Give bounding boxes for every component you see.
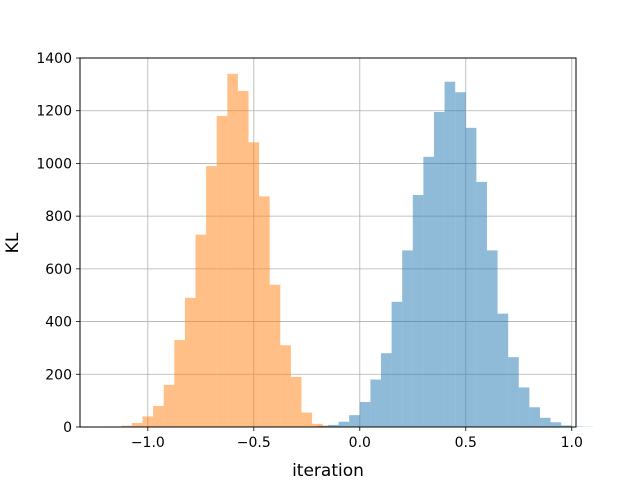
y-axis-ticks: 0 200 400 600 800 1000 1200 1400	[36, 51, 80, 436]
histogram-bar	[561, 425, 572, 427]
y-tick-label: 1000	[36, 156, 72, 172]
histogram-bar	[423, 156, 434, 427]
histogram-bar	[174, 340, 185, 427]
histogram-bar	[142, 416, 154, 427]
histogram-bar	[301, 412, 313, 427]
histogram-bar	[121, 425, 132, 427]
x-axis-label: iteration	[292, 461, 364, 480]
x-axis-ticks: −1.0 −0.5 0.0 0.5 1.0	[131, 427, 583, 451]
x-tick-label: 0.5	[455, 435, 477, 451]
histogram-bar	[391, 301, 403, 427]
histogram-bar	[237, 90, 249, 428]
y-tick-label: 400	[45, 315, 72, 331]
x-tick-label: −0.5	[237, 435, 271, 451]
y-tick-label: 200	[45, 367, 72, 383]
histogram-bar	[380, 353, 392, 427]
histogram-bar	[402, 250, 413, 427]
histogram-bar	[131, 423, 143, 427]
y-tick-label: 800	[45, 209, 72, 225]
histogram-bar	[184, 297, 196, 427]
histogram-bar	[227, 73, 238, 428]
histogram-bar	[550, 422, 562, 427]
histogram-bar	[539, 417, 551, 427]
histogram-bar	[163, 384, 175, 427]
histogram-bar	[290, 376, 302, 427]
histogram-bar	[195, 234, 207, 427]
histogram-bar	[259, 196, 270, 427]
x-tick-label: 1.0	[561, 435, 583, 451]
histogram-bar	[349, 415, 360, 427]
histogram-bar	[280, 345, 291, 427]
y-tick-label: 0	[63, 420, 72, 436]
y-tick-label: 1400	[36, 51, 72, 67]
histogram-bar	[465, 127, 477, 427]
y-tick-label: 600	[45, 262, 72, 278]
series-blue-bars	[296, 81, 593, 428]
series-orange-bars	[110, 73, 344, 428]
x-tick-label: 0.0	[349, 435, 371, 451]
histogram-bar	[433, 112, 445, 428]
histogram-bar	[153, 405, 164, 427]
histogram-bar	[518, 387, 530, 427]
histogram-bar	[312, 423, 323, 427]
histogram-bar	[455, 92, 466, 427]
histogram-bar	[322, 425, 334, 427]
plot-frame	[79, 57, 577, 428]
histogram-bar	[269, 284, 281, 427]
histogram-bar	[206, 166, 217, 428]
histogram-bar	[486, 250, 498, 427]
histogram-bar	[529, 407, 540, 427]
histogram-bar	[216, 115, 228, 427]
y-tick-label: 1200	[36, 104, 72, 120]
histogram-bar	[248, 142, 260, 428]
histogram-bar	[497, 313, 509, 427]
histogram-bar	[338, 421, 350, 427]
histogram-bar	[508, 357, 519, 427]
histogram-bar	[571, 426, 583, 427]
y-axis-label: KL	[3, 232, 23, 253]
histogram-bar	[444, 81, 456, 427]
histogram-bar	[370, 379, 381, 427]
histogram-bar	[412, 195, 424, 427]
histogram-bar	[476, 181, 487, 427]
histogram-bar	[359, 401, 371, 427]
x-tick-label: −1.0	[131, 435, 165, 451]
